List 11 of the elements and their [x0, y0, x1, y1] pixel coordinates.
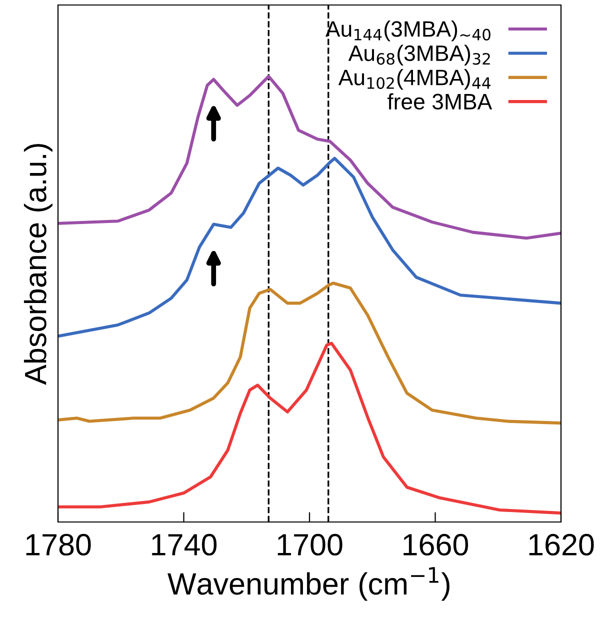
x-tick-label: 1780 [26, 534, 91, 556]
x-tick-label: 1620 [529, 534, 594, 556]
x-axis-title: Wavenumber (cm$^{−1}$) [168, 567, 450, 601]
legend-label: Au$_{144}$(3MBA)$_{∼40}$ [325, 20, 490, 42]
legend-label: Au$_{102}$(4MBA)$_{44}$ [338, 69, 490, 90]
y-axis-title: Absorbance (a.u.) [24, 144, 52, 385]
x-tick-label: 1660 [404, 534, 468, 556]
x-tick-label: 1700 [278, 534, 342, 556]
legend-label: Au$_{68}$(3MBA)$_{32}$ [348, 44, 490, 66]
legend-label: free 3MBA [387, 93, 492, 110]
x-tick-label: 1740 [152, 534, 217, 556]
